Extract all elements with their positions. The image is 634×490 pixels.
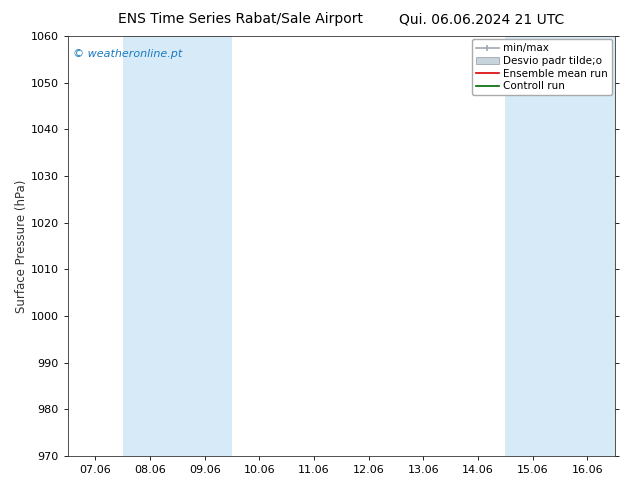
Bar <box>505 36 560 456</box>
Legend: min/max, Desvio padr tilde;o, Ensemble mean run, Controll run: min/max, Desvio padr tilde;o, Ensemble m… <box>472 39 612 96</box>
Text: ENS Time Series Rabat/Sale Airport: ENS Time Series Rabat/Sale Airport <box>119 12 363 26</box>
Bar <box>122 36 178 456</box>
Bar <box>178 36 232 456</box>
Text: © weatheronline.pt: © weatheronline.pt <box>74 49 183 59</box>
Bar <box>560 36 615 456</box>
Text: Qui. 06.06.2024 21 UTC: Qui. 06.06.2024 21 UTC <box>399 12 564 26</box>
Y-axis label: Surface Pressure (hPa): Surface Pressure (hPa) <box>15 179 28 313</box>
